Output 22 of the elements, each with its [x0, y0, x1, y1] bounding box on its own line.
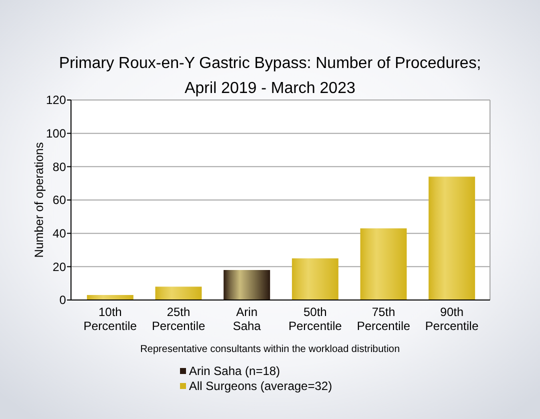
bar [292, 258, 338, 300]
bar [155, 286, 202, 300]
x-tick-label: 10th Percentile [83, 305, 138, 333]
y-axis-title: Number of operations [32, 142, 46, 258]
x-tick-label: 25th Percentile [152, 305, 206, 333]
bar [224, 270, 270, 300]
bar [360, 228, 407, 300]
y-tick-label: 40 [52, 226, 66, 241]
y-tick-label: 60 [52, 193, 66, 208]
x-tick-label: 75th Percentile [356, 305, 410, 333]
y-tick-label: 100 [46, 126, 66, 141]
x-tick-label: Arin Saha [232, 305, 262, 333]
y-tick-label: 20 [52, 260, 66, 274]
legend-label: Arin Saha (n=18) [189, 364, 280, 378]
x-tick-label: 90th Percentile [425, 305, 479, 333]
x-tick-label: 50th Percentile [288, 305, 342, 333]
y-tick-label: 80 [52, 160, 66, 174]
legend-label: All Surgeons (average=32) [189, 379, 332, 393]
bar [428, 176, 476, 300]
x-axis-title: Representative consultants within the workload distribution [140, 344, 400, 355]
bar [86, 295, 134, 300]
y-tick-label: 0 [59, 293, 66, 308]
